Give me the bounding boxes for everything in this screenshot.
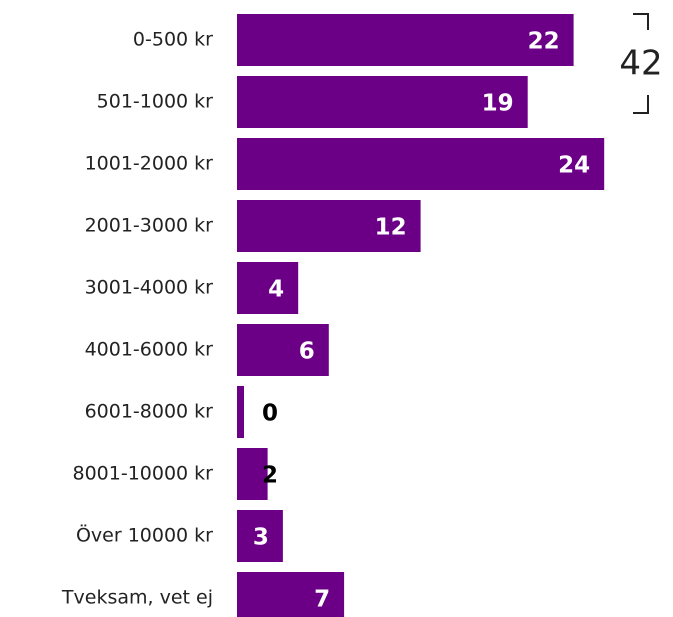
category-label: Tveksam, vet ej (61, 587, 213, 609)
value-label: 12 (375, 215, 407, 241)
category-label: 4001-6000 kr (85, 339, 214, 361)
category-label: 8001-10000 kr (72, 463, 213, 485)
bar (237, 76, 528, 128)
bracket (633, 13, 649, 114)
category-label: 1001-2000 kr (85, 153, 214, 175)
bar (237, 324, 329, 376)
value-label: 24 (558, 153, 590, 179)
category-label: 6001-8000 kr (85, 401, 214, 423)
value-label: 3 (253, 525, 269, 551)
value-label: 22 (528, 29, 560, 55)
value-label: 2 (262, 463, 278, 489)
category-label: 2001-3000 kr (85, 215, 214, 237)
category-label: 0-500 kr (133, 29, 213, 51)
bar (237, 572, 345, 617)
bar (237, 448, 268, 500)
bar (237, 200, 421, 252)
bar (237, 14, 574, 66)
value-label: 19 (482, 91, 514, 117)
bar (237, 262, 299, 314)
annotation: 42 (619, 44, 662, 84)
value-label: 7 (314, 587, 330, 613)
category-label: 3001-4000 kr (85, 277, 214, 299)
value-label: 0 (262, 401, 278, 427)
bar (237, 510, 283, 562)
value-label: 6 (299, 339, 315, 365)
category-label: Över 10000 kr (76, 524, 213, 547)
bar (237, 386, 244, 438)
bar (237, 138, 605, 190)
value-label: 4 (268, 277, 284, 303)
category-label: 501-1000 kr (97, 91, 214, 113)
